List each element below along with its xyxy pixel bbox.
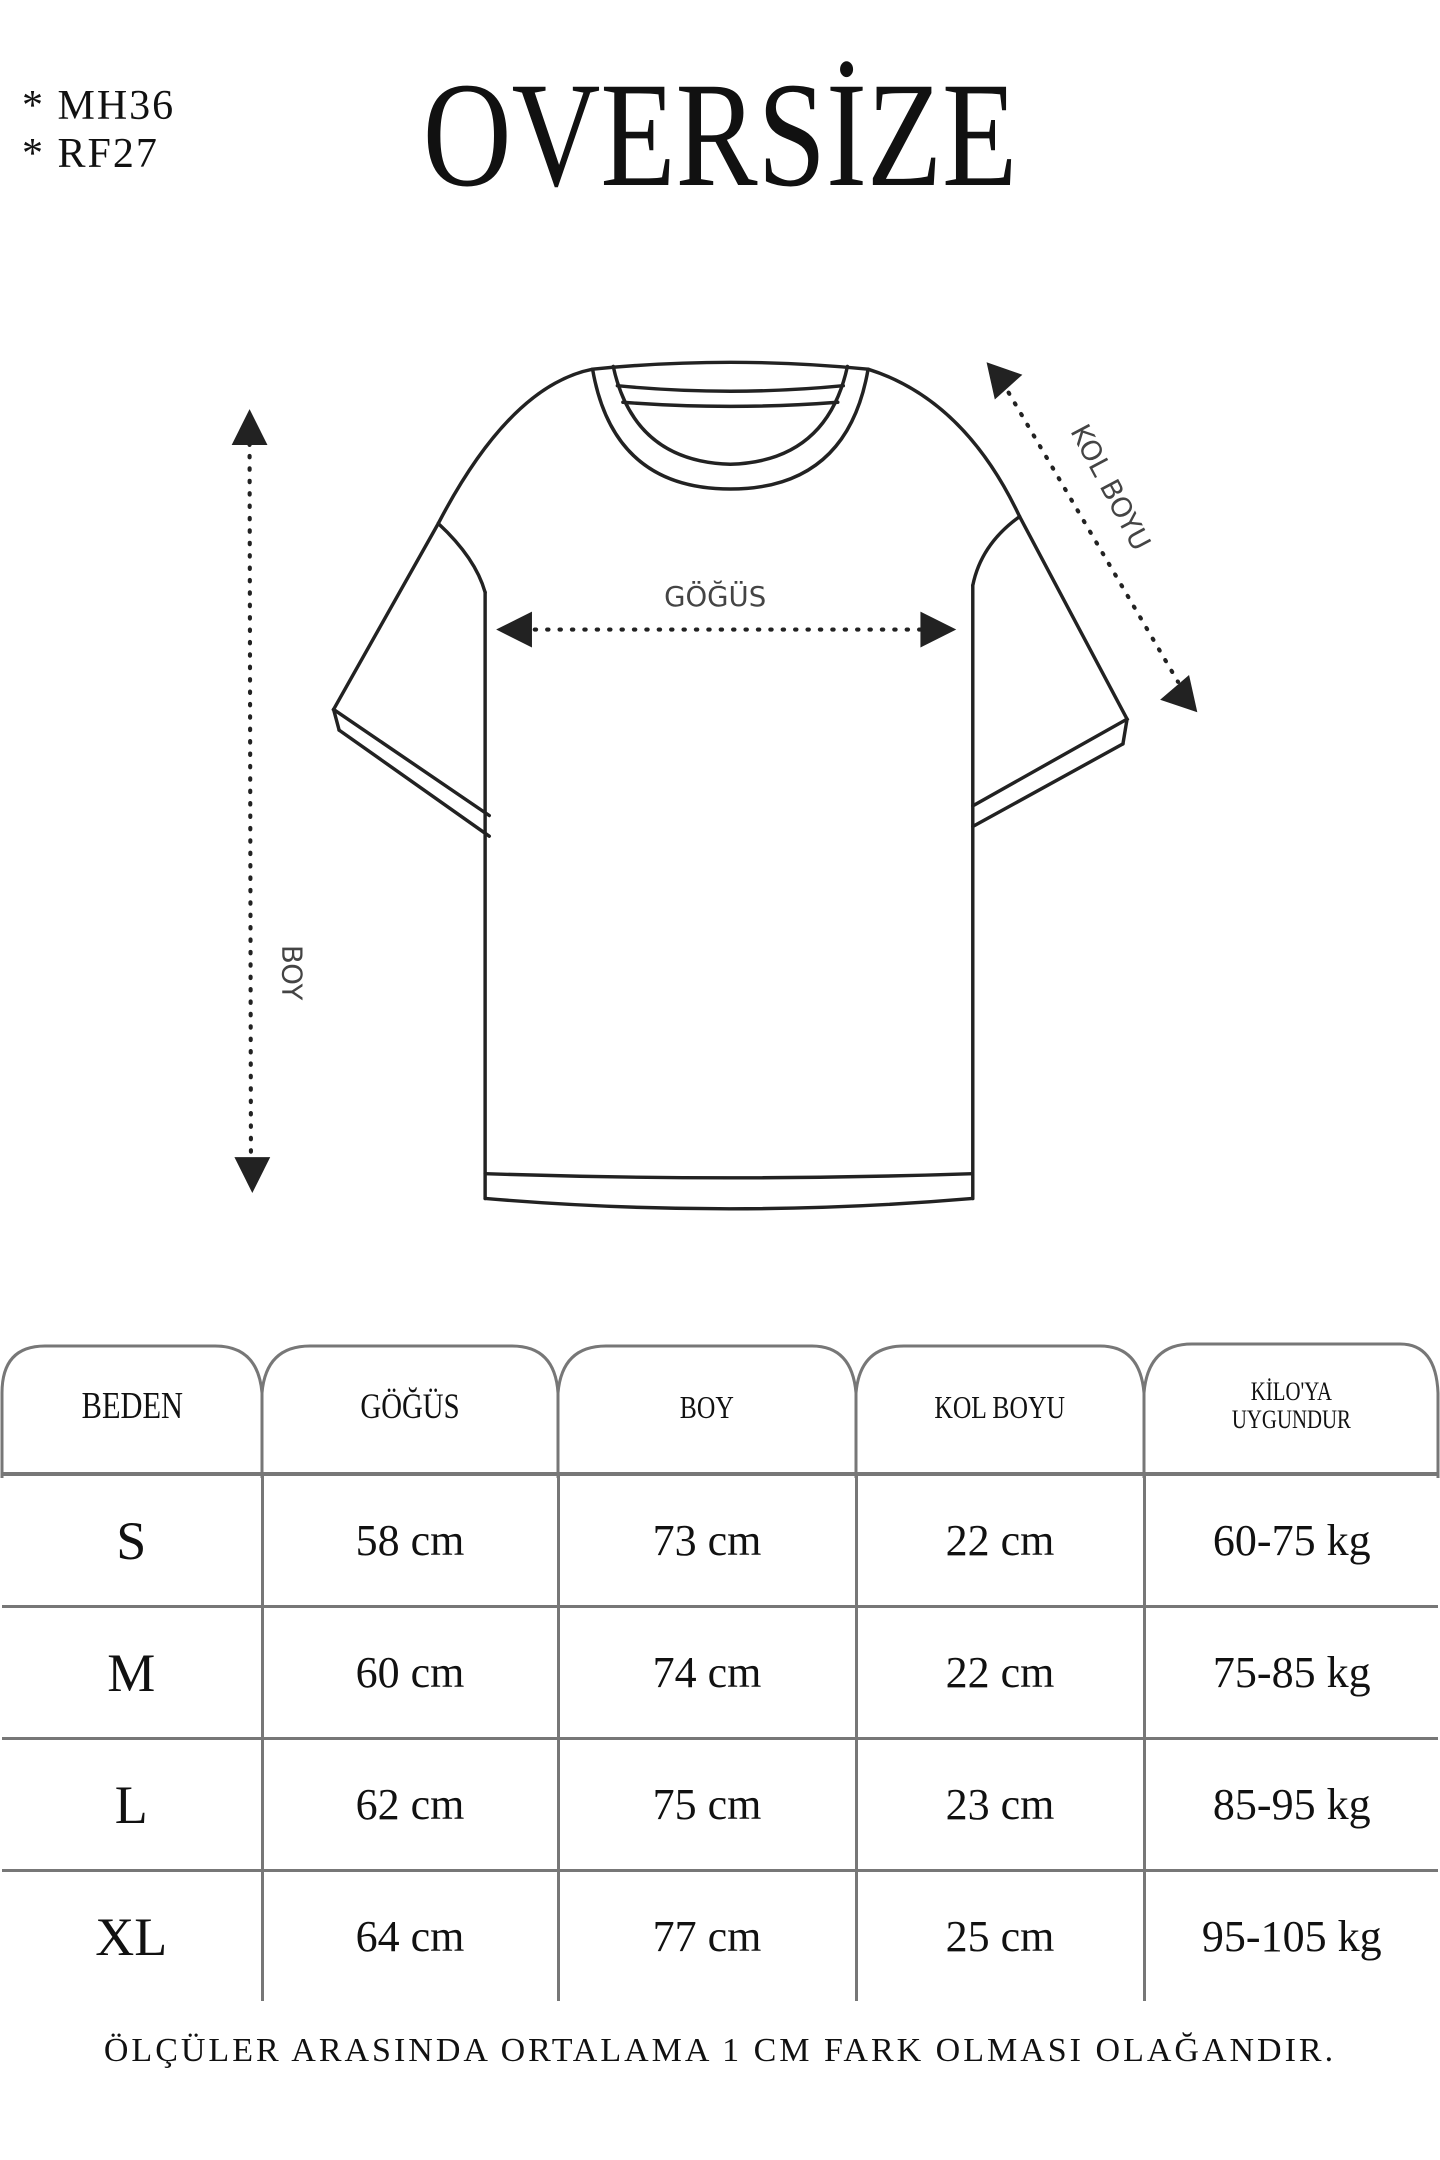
footer-note: ÖLÇÜLER ARASINDA ORTALAMA 1 CM FARK OLMA… — [103, 2032, 1337, 2069]
chest-label: GÖĞÜS — [664, 579, 766, 613]
cell-length: 73 cm — [556, 1472, 858, 1608]
cell-weight: 85-95 kg — [1142, 1737, 1438, 1872]
table-row: XL 64 cm 77 cm 25 cm 95-105 kg — [2, 1869, 1438, 2001]
arrow-left-icon — [496, 611, 532, 648]
cell-sleeve: 22 cm — [854, 1472, 1146, 1608]
hem — [483, 1171, 975, 1180]
cell-chest: 62 cm — [260, 1737, 560, 1872]
arrow-downright-icon — [1160, 675, 1198, 713]
size-table: BEDEN GÖĞÜS BOY KOL BOYU KİLO'YA UYGUNDUR… — [2, 1340, 1438, 2001]
right-armhole — [971, 514, 1022, 588]
header-kol-boyu: KOL BOYU — [856, 1340, 1144, 1476]
cell-size: M — [2, 1605, 264, 1740]
arrow-right-icon — [920, 611, 957, 648]
arrow-upleft-icon — [986, 362, 1023, 400]
cell-size: S — [2, 1472, 264, 1608]
cell-length: 75 cm — [556, 1737, 858, 1872]
length-label: BOY — [276, 945, 308, 1001]
left-armhole — [436, 521, 487, 595]
arrowheads — [231, 362, 1198, 1193]
left-sleeve — [331, 521, 491, 818]
cell-length: 77 cm — [556, 1869, 858, 2001]
arrow-up-icon — [231, 409, 268, 445]
cell-length: 74 cm — [556, 1605, 858, 1740]
table-header-row: BEDEN GÖĞÜS BOY KOL BOYU KİLO'YA UYGUNDUR — [2, 1340, 1438, 1476]
cell-size: L — [2, 1737, 264, 1872]
header-beden: BEDEN — [2, 1340, 262, 1476]
cell-sleeve: 25 cm — [854, 1869, 1146, 2001]
cell-weight: 75-85 kg — [1142, 1605, 1438, 1740]
cell-chest: 60 cm — [260, 1605, 560, 1740]
length-arrow-line — [247, 441, 254, 1162]
code-1: * MH36 — [22, 83, 176, 129]
table-row: S 58 cm 73 cm 22 cm 60-75 kg — [2, 1472, 1438, 1608]
cell-weight: 60-75 kg — [1142, 1472, 1438, 1608]
collar-top — [590, 360, 870, 371]
collar-outer — [590, 367, 870, 491]
header-gogus: GÖĞÜS — [262, 1340, 558, 1476]
page-title: OVERSİZE — [422, 52, 1018, 218]
header-kilo: KİLO'YA UYGUNDUR — [1144, 1340, 1438, 1476]
table-row: L 62 cm 75 cm 23 cm 85-95 kg — [2, 1737, 1438, 1872]
cell-chest: 58 cm — [260, 1472, 560, 1608]
sleeve-label: KOL BOYU — [1064, 419, 1157, 556]
product-codes: * MH36 * RF27 — [22, 82, 175, 178]
right-sleeve — [971, 514, 1130, 808]
code-2: * RF27 — [22, 131, 159, 177]
collar-inner — [611, 364, 850, 466]
right-shoulder — [866, 367, 1022, 519]
cell-sleeve: 23 cm — [854, 1737, 1146, 1872]
cell-sleeve: 22 cm — [854, 1605, 1146, 1740]
arrow-down-icon — [234, 1157, 271, 1193]
table-row: M 60 cm 74 cm 22 cm 75-85 kg — [2, 1605, 1438, 1740]
cell-chest: 64 cm — [260, 1869, 560, 2001]
left-shoulder — [436, 367, 595, 526]
cell-weight: 95-105 kg — [1142, 1869, 1438, 2001]
cell-size: XL — [2, 1869, 264, 2001]
header-boy: BOY — [558, 1340, 856, 1476]
tshirt-outline — [331, 360, 1130, 1211]
